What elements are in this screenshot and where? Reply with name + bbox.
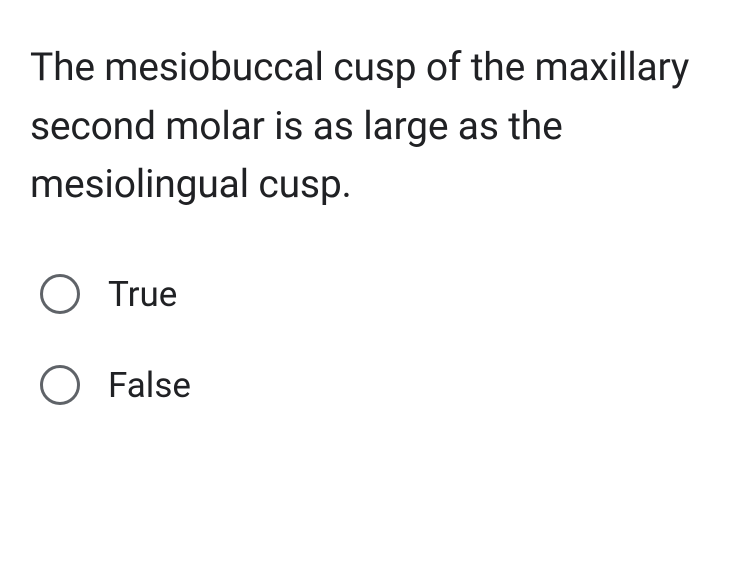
options-container: True False (30, 274, 714, 406)
option-true[interactable]: True (40, 274, 714, 315)
radio-icon (40, 365, 80, 405)
option-false[interactable]: False (40, 365, 714, 406)
question-text: The mesiobuccal cusp of the maxillary se… (30, 38, 714, 214)
option-label: False (108, 365, 191, 406)
radio-icon (40, 274, 80, 314)
option-label: True (108, 274, 177, 315)
